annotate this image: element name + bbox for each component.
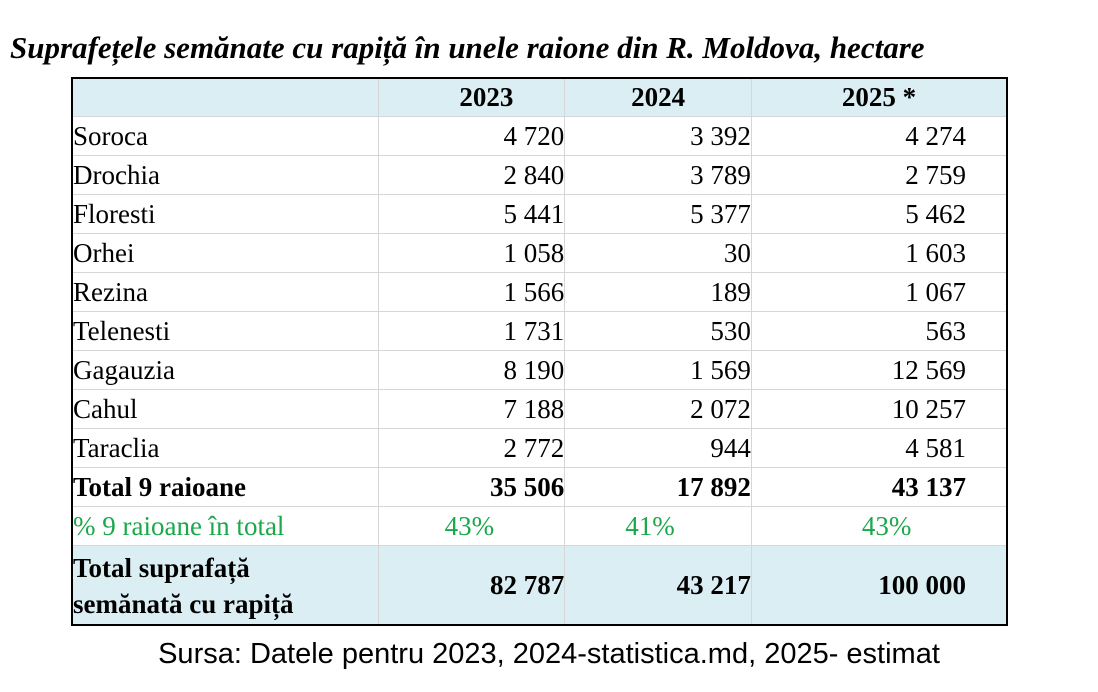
row-label: Taraclia	[72, 428, 379, 468]
row-value-2024: 30	[564, 233, 752, 273]
header-cell-2024: 2024	[564, 78, 752, 117]
table-row: Telenesti 1 731 530 563	[72, 311, 1008, 351]
row-value-2023: 2 840	[378, 155, 566, 195]
table-row: Floresti 5 441 5 377 5 462	[72, 194, 1008, 234]
row-label: Rezina	[72, 272, 379, 312]
table-row: Taraclia 2 772 944 4 581	[72, 428, 1008, 468]
row-value-2025: 1 067	[751, 272, 1008, 312]
row-value-2023: 5 441	[378, 194, 566, 234]
row-value-2023: 1 058	[378, 233, 566, 273]
row-value-2023: 4 720	[378, 116, 566, 156]
table-header-row: 2023 2024 2025 *	[72, 78, 1008, 117]
table-row: Cahul 7 188 2 072 10 257	[72, 389, 1008, 429]
row-value-2024: 3 392	[564, 116, 752, 156]
table-row: Soroca 4 720 3 392 4 274	[72, 116, 1008, 156]
header-cell-2023: 2023	[378, 78, 566, 117]
grand-total-value-2023: 82 787	[378, 545, 566, 626]
row-value-2025: 1 603	[751, 233, 1008, 273]
total-value-2025: 43 137	[751, 467, 1008, 507]
row-value-2025: 10 257	[751, 389, 1008, 429]
data-table: 2023 2024 2025 * Soroca 4 720 3 392 4 274 Dr…	[71, 77, 1008, 626]
table-row: Gagauzia 8 190 1 569 12 569	[72, 350, 1008, 390]
row-value-2024: 944	[564, 428, 752, 468]
grand-total-value-2024: 43 217	[564, 545, 752, 626]
row-value-2023: 8 190	[378, 350, 566, 390]
row-value-2025: 5 462	[751, 194, 1008, 234]
table-row: Rezina 1 566 189 1 067	[72, 272, 1008, 312]
row-value-2024: 5 377	[564, 194, 752, 234]
row-label: Drochia	[72, 155, 379, 195]
grand-total-label: Total suprafață semănată cu rapiță	[72, 545, 379, 626]
row-value-2024: 530	[564, 311, 752, 351]
grand-total-value-2025: 100 000	[751, 545, 1008, 626]
header-cell-2025: 2025 *	[751, 78, 1008, 117]
share-value-2025: 43%	[751, 506, 1008, 546]
row-label: Gagauzia	[72, 350, 379, 390]
grand-total-label-line1: Total suprafață	[73, 553, 250, 583]
grand-total-row: Total suprafață semănată cu rapiță 82 78…	[72, 545, 1008, 626]
row-value-2025: 4 274	[751, 116, 1008, 156]
source-note: Sursa: Datele pentru 2023, 2024-statisti…	[158, 638, 940, 670]
table-row: Drochia 2 840 3 789 2 759	[72, 155, 1008, 195]
row-label: Telenesti	[72, 311, 379, 351]
row-value-2024: 2 072	[564, 389, 752, 429]
row-value-2025: 12 569	[751, 350, 1008, 390]
row-value-2023: 1 731	[378, 311, 566, 351]
row-value-2024: 3 789	[564, 155, 752, 195]
row-label: Cahul	[72, 389, 379, 429]
header-cell-label	[72, 78, 379, 117]
share-row: % 9 raioane în total 43% 41% 43%	[72, 506, 1008, 546]
row-value-2024: 1 569	[564, 350, 752, 390]
share-label: % 9 raioane în total	[72, 506, 379, 546]
total-row: Total 9 raioane 35 506 17 892 43 137	[72, 467, 1008, 507]
row-label: Soroca	[72, 116, 379, 156]
grand-total-label-line2: semănată cu rapiță	[73, 589, 294, 619]
row-value-2025: 4 581	[751, 428, 1008, 468]
row-label: Orhei	[72, 233, 379, 273]
share-value-2023: 43%	[378, 506, 566, 546]
table-row: Orhei 1 058 30 1 603	[72, 233, 1008, 273]
row-label: Floresti	[72, 194, 379, 234]
row-value-2023: 2 772	[378, 428, 566, 468]
row-value-2025: 2 759	[751, 155, 1008, 195]
row-value-2023: 1 566	[378, 272, 566, 312]
total-value-2024: 17 892	[564, 467, 752, 507]
row-value-2025: 563	[751, 311, 1008, 351]
page-title: Suprafețele semănate cu rapiță în unele …	[10, 30, 925, 65]
row-value-2024: 189	[564, 272, 752, 312]
total-label: Total 9 raioane	[72, 467, 379, 507]
total-value-2023: 35 506	[378, 467, 566, 507]
share-value-2024: 41%	[564, 506, 752, 546]
row-value-2023: 7 188	[378, 389, 566, 429]
